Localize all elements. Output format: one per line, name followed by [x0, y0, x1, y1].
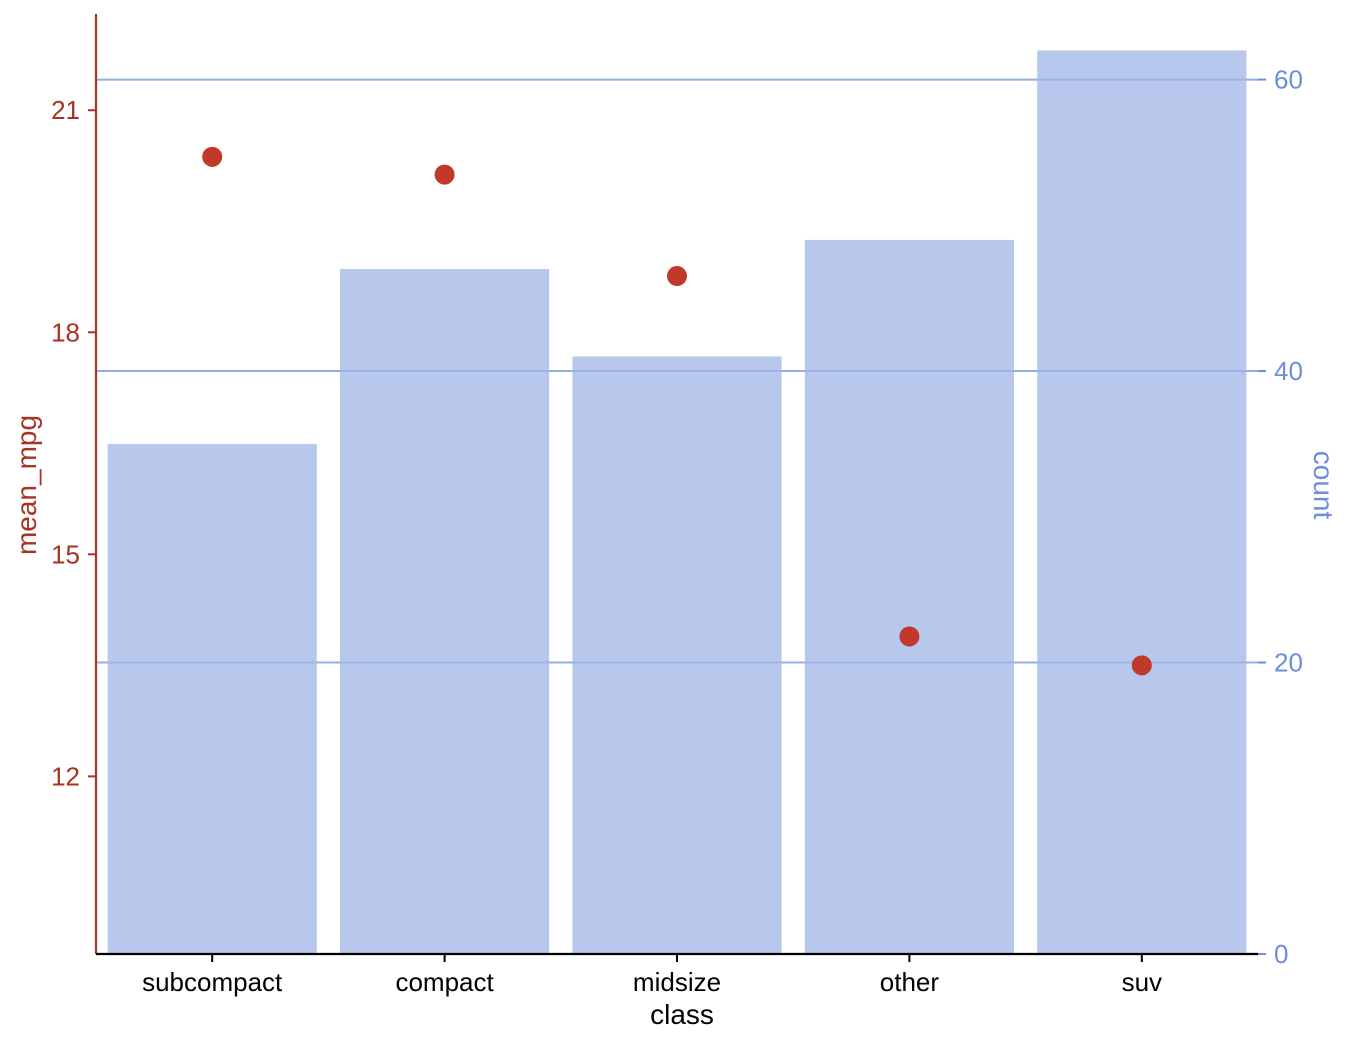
point-suv	[1131, 655, 1152, 676]
y-left-tick-label: 21	[51, 95, 80, 125]
gridlines-overlay	[96, 78, 1258, 664]
x-tick-label-midsize: midsize	[633, 967, 721, 997]
x-tick-label-other: other	[880, 967, 940, 997]
y-left-tick-label: 15	[51, 539, 80, 569]
y-axis-left-title: mean_mpg	[11, 415, 42, 555]
bar-suv	[1037, 50, 1247, 955]
points	[202, 146, 1152, 676]
bars	[107, 50, 1247, 955]
bar-subcompact	[107, 443, 317, 954]
bar-midsize	[572, 356, 782, 955]
x-tick-label-compact: compact	[395, 967, 494, 997]
x-tick-label-subcompact: subcompact	[142, 967, 283, 997]
y-right-tick-label: 20	[1274, 648, 1303, 678]
bar-other	[804, 239, 1014, 954]
bar-compact	[340, 269, 550, 954]
point-subcompact	[202, 146, 223, 167]
axes: 12 15 18 21 0 20 40 60 subcompact compact midsize o…	[51, 14, 1303, 997]
point-other	[899, 626, 920, 647]
point-compact	[434, 164, 455, 185]
x-axis-title: class	[650, 999, 714, 1030]
y-axis-right-title: count	[1308, 451, 1339, 520]
point-midsize	[667, 266, 687, 287]
y-left-tick-label: 12	[51, 761, 80, 791]
y-right-tick-label: 0	[1274, 939, 1288, 969]
y-left-tick-label: 18	[51, 317, 80, 347]
x-tick-label-suv: suv	[1122, 967, 1162, 997]
y-right-tick-label: 40	[1274, 356, 1303, 386]
y-right-tick-label: 60	[1274, 65, 1303, 95]
